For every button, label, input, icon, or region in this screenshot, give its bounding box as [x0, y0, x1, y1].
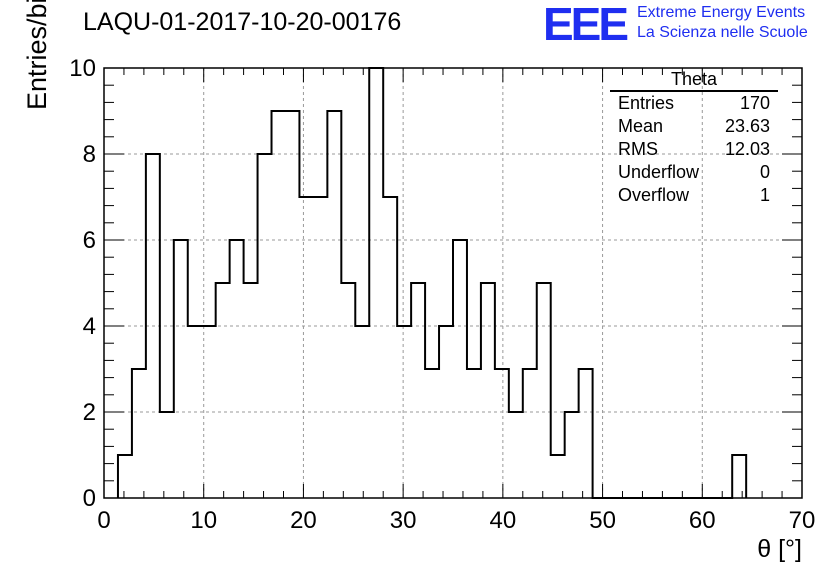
stats-label: Mean: [618, 116, 664, 136]
stats-label: Entries: [618, 93, 675, 113]
x-tick-label: 0: [97, 507, 110, 534]
stats-row-rms: RMS 12.03: [610, 138, 778, 161]
stats-box: Theta Entries 170 Mean 23.63 RMS 12.03 U…: [610, 68, 778, 207]
eee-logo-mark: EEE: [543, 0, 629, 50]
stats-row-underflow: Underflow 0: [610, 161, 778, 184]
x-tick-label: 60: [689, 507, 716, 534]
stats-row-overflow: Overflow 1: [610, 184, 778, 207]
x-tick-label: 20: [290, 507, 317, 534]
chart-title: LAQU-01-2017-10-20-00176: [83, 8, 402, 36]
plot-frame: [103, 67, 803, 499]
logo-line-2: La Scienza nelle Scuole: [637, 24, 808, 41]
x-tick-label: 30: [390, 507, 417, 534]
x-tick-label: 10: [190, 507, 217, 534]
x-tick-label: 40: [490, 507, 517, 534]
y-tick-label: 6: [83, 227, 96, 254]
y-tick-label: 2: [83, 399, 96, 426]
y-tick-label: 8: [83, 141, 96, 168]
y-axis-label: Entries/bin: [22, 0, 52, 110]
y-tick-label: 0: [83, 485, 96, 512]
stats-value: 12.03: [724, 139, 770, 159]
stats-label: Overflow: [618, 185, 690, 205]
stats-value: 0: [759, 162, 770, 182]
stats-value: 23.63: [724, 116, 770, 136]
eee-logo-text: Extreme Energy Events La Scienza nelle S…: [637, 3, 808, 43]
axis-ticks: [103, 67, 803, 499]
stats-label: Underflow: [618, 162, 700, 182]
stats-label: RMS: [618, 139, 658, 159]
stats-title: Theta: [610, 68, 778, 92]
stats-row-mean: Mean 23.63: [610, 115, 778, 138]
x-axis-label: θ [°]: [757, 535, 802, 563]
stats-value: 170: [739, 93, 770, 113]
x-tick-label: 50: [589, 507, 616, 534]
logo-line-1: Extreme Energy Events: [637, 4, 806, 21]
y-tick-label: 10: [69, 55, 96, 82]
stats-value: 1: [759, 185, 770, 205]
histogram-step-line: [116, 67, 748, 499]
y-tick-label: 4: [83, 313, 96, 340]
stats-row-entries: Entries 170: [610, 92, 778, 115]
x-tick-label: 70: [789, 507, 816, 534]
